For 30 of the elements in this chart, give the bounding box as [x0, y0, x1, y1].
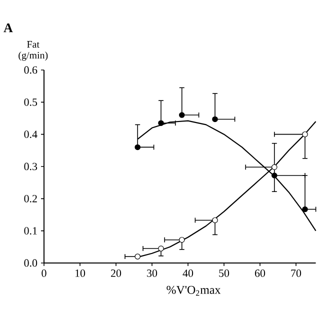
y-tick-label: 0.0 — [24, 259, 38, 267]
x-tick-label: 0 — [42, 270, 46, 277]
text: A — [4, 24, 13, 32]
x-tick-label: 20 — [111, 270, 122, 277]
point — [158, 246, 164, 252]
y-tick-label: 0.4 — [24, 130, 38, 138]
point — [302, 206, 308, 212]
point — [158, 120, 164, 126]
point — [134, 254, 140, 260]
point — [212, 217, 218, 224]
point — [272, 172, 278, 178]
x-axis-title: %V'O$_{2}$max — [166, 286, 221, 296]
y-tick-label: 0.6 — [24, 66, 38, 74]
x-tick-label: 30 — [147, 270, 158, 277]
point — [302, 131, 308, 138]
point — [134, 144, 140, 150]
y-tick-label: 0.2 — [24, 194, 37, 202]
x-tick-label: 40 — [182, 270, 194, 277]
x-tick-label: 50 — [219, 270, 230, 277]
x-tick-label: 70 — [291, 270, 302, 277]
y-tick-label: 0.3 — [24, 162, 38, 170]
point — [178, 236, 185, 243]
y-tick-label: 0.1 — [24, 227, 37, 235]
y-tick-label: 0.5 — [24, 98, 38, 106]
point — [212, 116, 218, 122]
point — [178, 112, 185, 118]
y-axis-title: Fat (g/min) — [18, 41, 48, 61]
x-tick-label: 10 — [75, 270, 86, 277]
x-tick-label: 60 — [254, 270, 266, 277]
point — [272, 164, 278, 170]
